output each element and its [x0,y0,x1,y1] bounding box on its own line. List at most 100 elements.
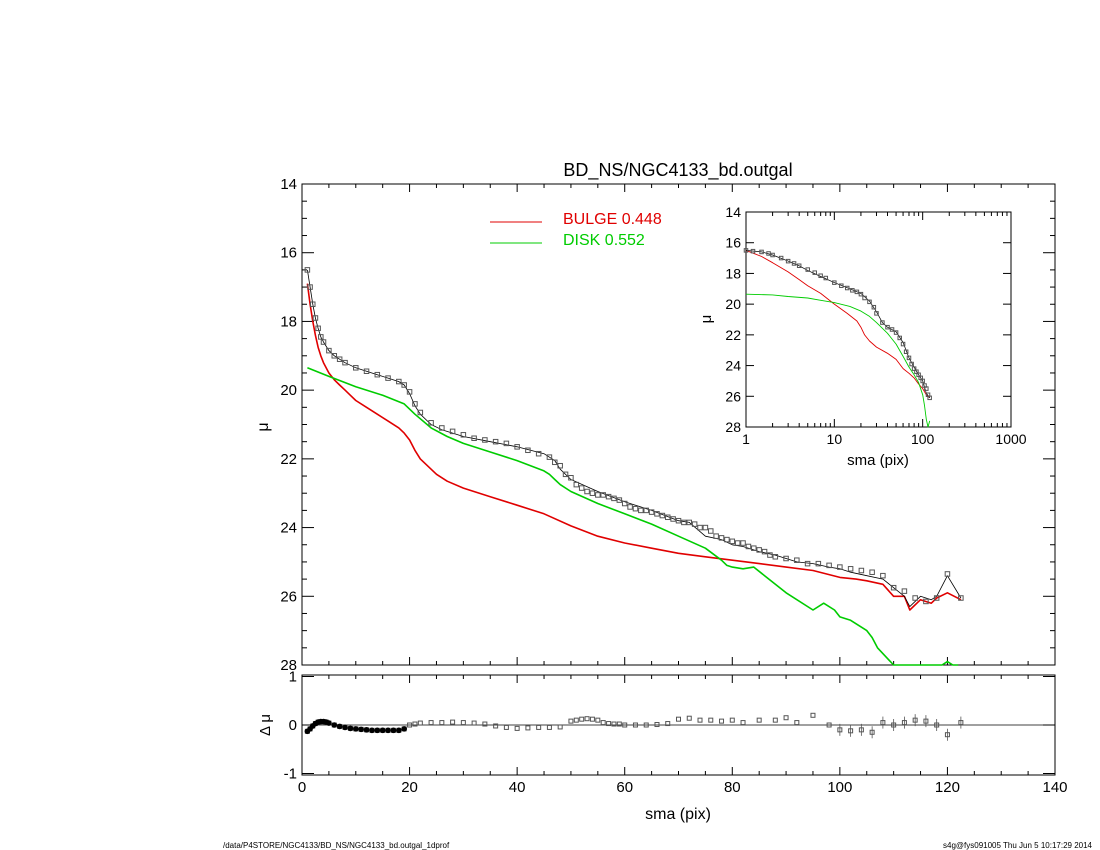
inset-data-marker [858,291,864,297]
main-y-axis-label: μ [255,422,272,431]
data-point-marker [315,325,321,332]
residual-dense-marker [352,726,359,732]
inset-data-marker [750,248,756,254]
data-point-marker [756,547,762,553]
residual-point-marker [557,724,563,730]
inset-series-line-disk [745,293,931,428]
data-point-marker [611,495,617,502]
inset-series-group [743,248,932,428]
inset-data-marker [796,263,802,268]
data-point-marker [837,564,843,570]
data-point-marker [471,435,477,441]
residual-point-marker [514,725,520,731]
residual-point-marker [568,718,574,724]
inset-data-marker [927,395,932,401]
data-point-marker [729,538,736,545]
inset-data-marker [897,335,902,341]
residual-point-marker [958,720,964,726]
y-tick-label: 20 [280,382,297,399]
residual-point-marker [891,722,897,728]
inset-data-marker [832,280,837,285]
inset-data-marker [823,275,829,281]
residual-point-marker [934,722,940,728]
data-point-marker [353,365,359,371]
data-point-marker [713,533,719,539]
y-tick-label: 0 [289,717,297,734]
inset-data-marker [900,341,906,347]
data-point-marker [621,500,628,507]
residual-point-marker [719,718,725,724]
residual-dense-marker [374,727,381,734]
inset-data-marker [911,366,917,371]
legend-label: DISK 0.552 [563,232,645,249]
inset-data-marker [874,311,879,316]
data-point-marker [815,560,822,567]
data-point-marker [417,409,424,416]
residual-point-marker [595,717,601,723]
data-point-marker [482,437,488,443]
data-point-marker [318,334,324,340]
data-point-marker [616,497,623,503]
data-point-marker [958,595,964,601]
residual-dense-marker [396,727,402,734]
data-point-marker [363,368,370,374]
residual-point-marker [772,717,778,723]
data-point-marker [385,375,391,381]
data-point-marker [691,521,698,527]
data-point-marker [514,444,520,450]
data-point-marker [307,284,313,290]
inset-series-line-total [745,250,930,399]
data-point-marker [675,517,682,524]
data-point-marker [659,512,666,519]
data-point-marker [310,301,316,307]
residual-dense-marker [342,724,348,731]
residual-point-marker [493,723,499,729]
residual-dense-marker [358,726,364,733]
main-series-group [304,267,964,666]
inset-data-marker [862,295,867,301]
residual-point-marker [407,722,413,728]
y-tick-label: 28 [725,419,741,435]
inset-axis-ticks: 1 10 100 1000 14 16 18 20 22 24 26 28 sma (pix) μ [698,204,1027,469]
inset-y-axis-label: μ [698,315,715,324]
residual-point-marker [616,721,622,727]
inset-data-marker [759,249,764,255]
data-point-marker [740,540,746,546]
x-tick-label: 80 [724,779,741,796]
residual-point-marker [923,718,929,724]
y-tick-label: 1 [289,669,297,686]
residual-point-marker [606,721,612,727]
residual-point-marker [611,721,617,727]
residual-point-marker [460,720,466,726]
residual-point-marker [654,722,660,728]
residual-point-marker [417,720,423,726]
legend: BULGE 0.448 DISK 0.552 [490,211,662,249]
main-axis-ticks: 14 16 18 20 22 24 26 28 μ [255,176,1056,674]
data-point-marker [320,339,327,345]
residual-point-marker [708,717,714,723]
y-tick-label: -1 [284,766,297,783]
residual-point-marker [536,724,542,730]
residual-point-marker [622,722,628,728]
residual-point-marker [503,724,509,730]
residual-point-marker [450,719,456,725]
residual-point-marker [756,717,762,723]
data-point-marker [578,485,585,491]
data-point-marker [312,315,319,321]
y-tick-label: 24 [725,358,741,374]
inset-data-marker [909,361,914,367]
residual-point-marker [697,717,703,723]
inset-data-marker [743,248,749,253]
inset-data-marker [871,304,877,310]
x-tick-label: 1 [742,431,750,447]
inset-log-panel: 1 10 100 1000 14 16 18 20 22 24 26 28 sma (pix) μ [698,204,1027,469]
data-point-marker [304,267,311,273]
inset-data-marker [791,261,797,266]
data-point-marker [492,438,499,445]
inset-data-marker [805,267,810,272]
x-tick-label: 40 [509,779,526,796]
data-point-marker [406,389,413,395]
data-point-marker [562,471,569,478]
